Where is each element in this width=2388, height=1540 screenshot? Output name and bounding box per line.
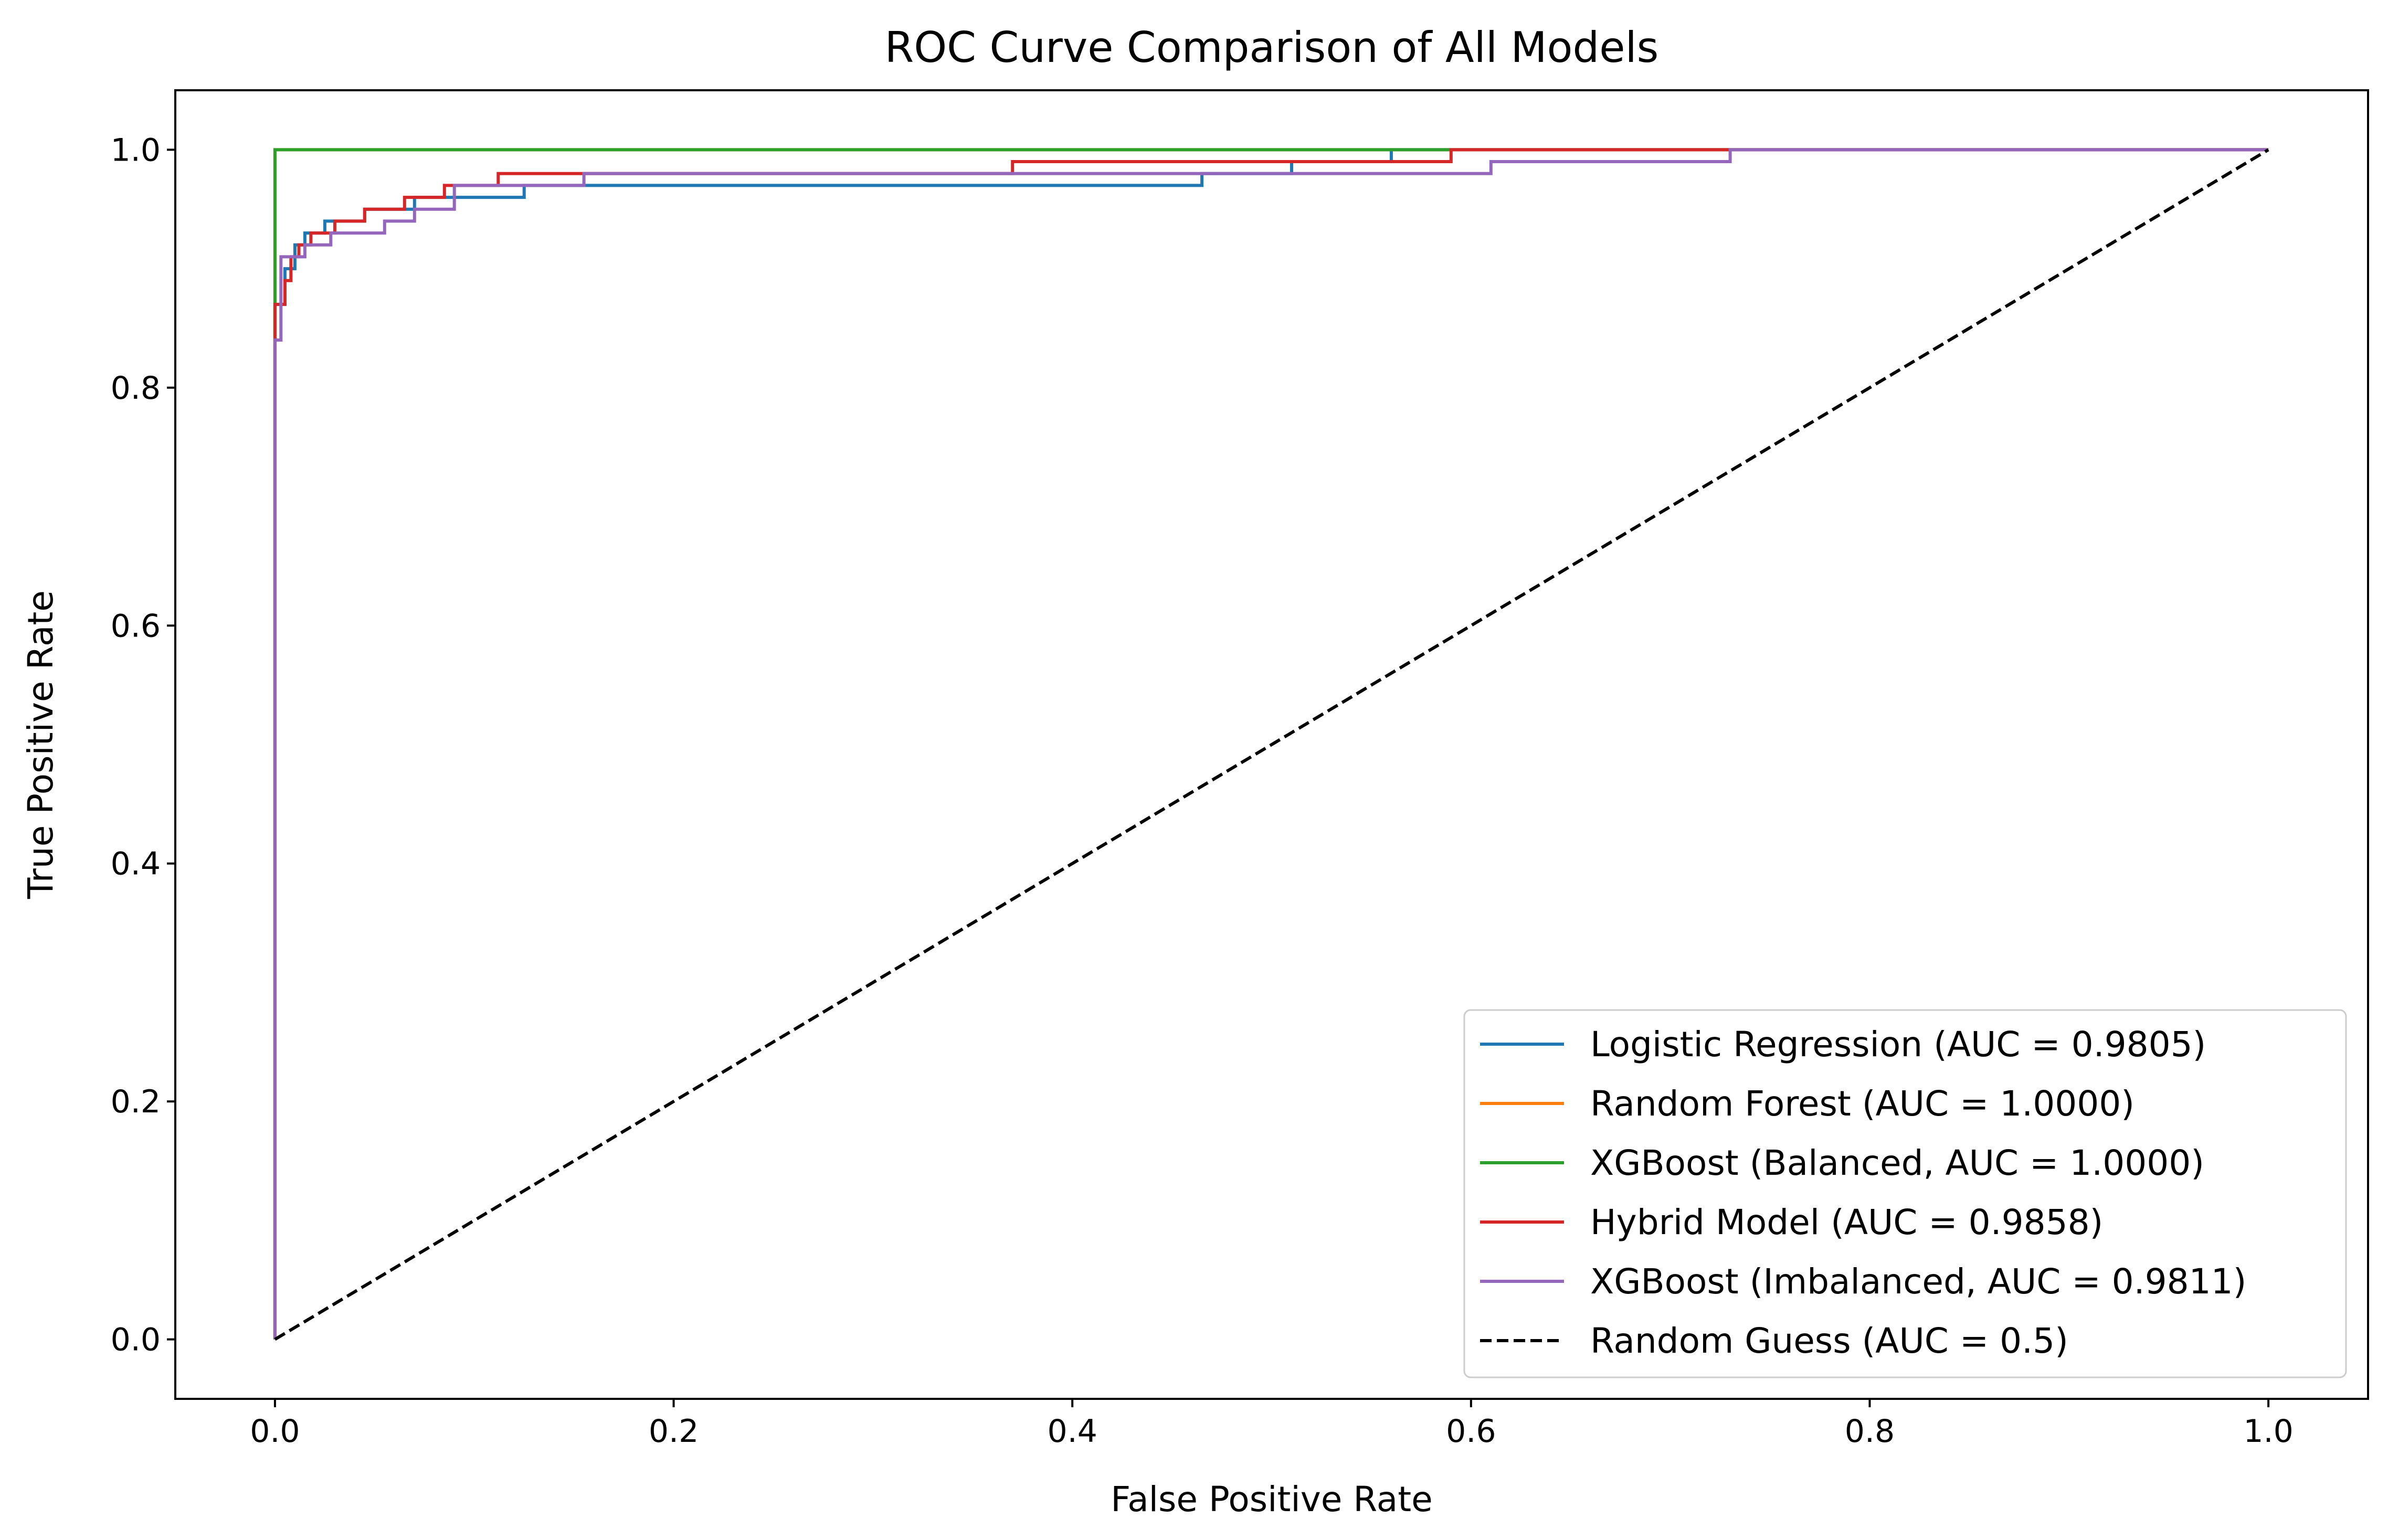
legend-label: XGBoost (Balanced, AUC = 1.0000) xyxy=(1590,1143,2204,1183)
x-axis: 0.0 0.2 0.4 0.6 0.8 1.0 xyxy=(250,1399,2294,1450)
legend-label: Random Forest (AUC = 1.0000) xyxy=(1590,1084,2135,1124)
x-tick-label: 0.8 xyxy=(1845,1413,1895,1450)
roc-series-line-5 xyxy=(274,148,2269,1341)
legend-box xyxy=(1463,1009,2347,1378)
series-layer xyxy=(273,148,2269,1341)
x-tick-label: 0.0 xyxy=(250,1413,300,1450)
legend-label: Logistic Regression (AUC = 0.9805) xyxy=(1590,1024,2206,1065)
y-axis-title: True Positive Rate xyxy=(20,590,61,899)
y-tick-label: 0.6 xyxy=(111,608,161,644)
plot-area-frame xyxy=(174,89,2369,1400)
y-axis: 0.0 0.2 0.4 0.6 0.8 1.0 xyxy=(111,132,175,1358)
y-tick-label: 0.2 xyxy=(111,1084,161,1120)
legend-label: Hybrid Model (AUC = 0.9858) xyxy=(1590,1202,2103,1242)
y-tick-label: 0.4 xyxy=(111,846,161,883)
legend-label: Random Guess (AUC = 0.5) xyxy=(1590,1321,2068,1361)
roc-series-line-4 xyxy=(273,148,2269,1340)
x-tick-label: 1.0 xyxy=(2243,1413,2293,1450)
y-tick-label: 0.0 xyxy=(111,1322,161,1358)
x-axis-title: False Positive Rate xyxy=(1111,1479,1432,1520)
x-tick-label: 0.2 xyxy=(649,1413,699,1450)
x-tick-label: 0.6 xyxy=(1446,1413,1496,1450)
legend-label: XGBoost (Imbalanced, AUC = 0.9811) xyxy=(1590,1261,2246,1302)
y-tick-label: 0.8 xyxy=(111,370,161,407)
chart-title: ROC Curve Comparison of All Models xyxy=(885,23,1659,72)
legend: Logistic Regression (AUC = 0.9805) Random… xyxy=(1463,1009,2347,1378)
x-tick-label: 0.4 xyxy=(1047,1413,1097,1450)
y-tick-label: 1.0 xyxy=(111,132,161,168)
